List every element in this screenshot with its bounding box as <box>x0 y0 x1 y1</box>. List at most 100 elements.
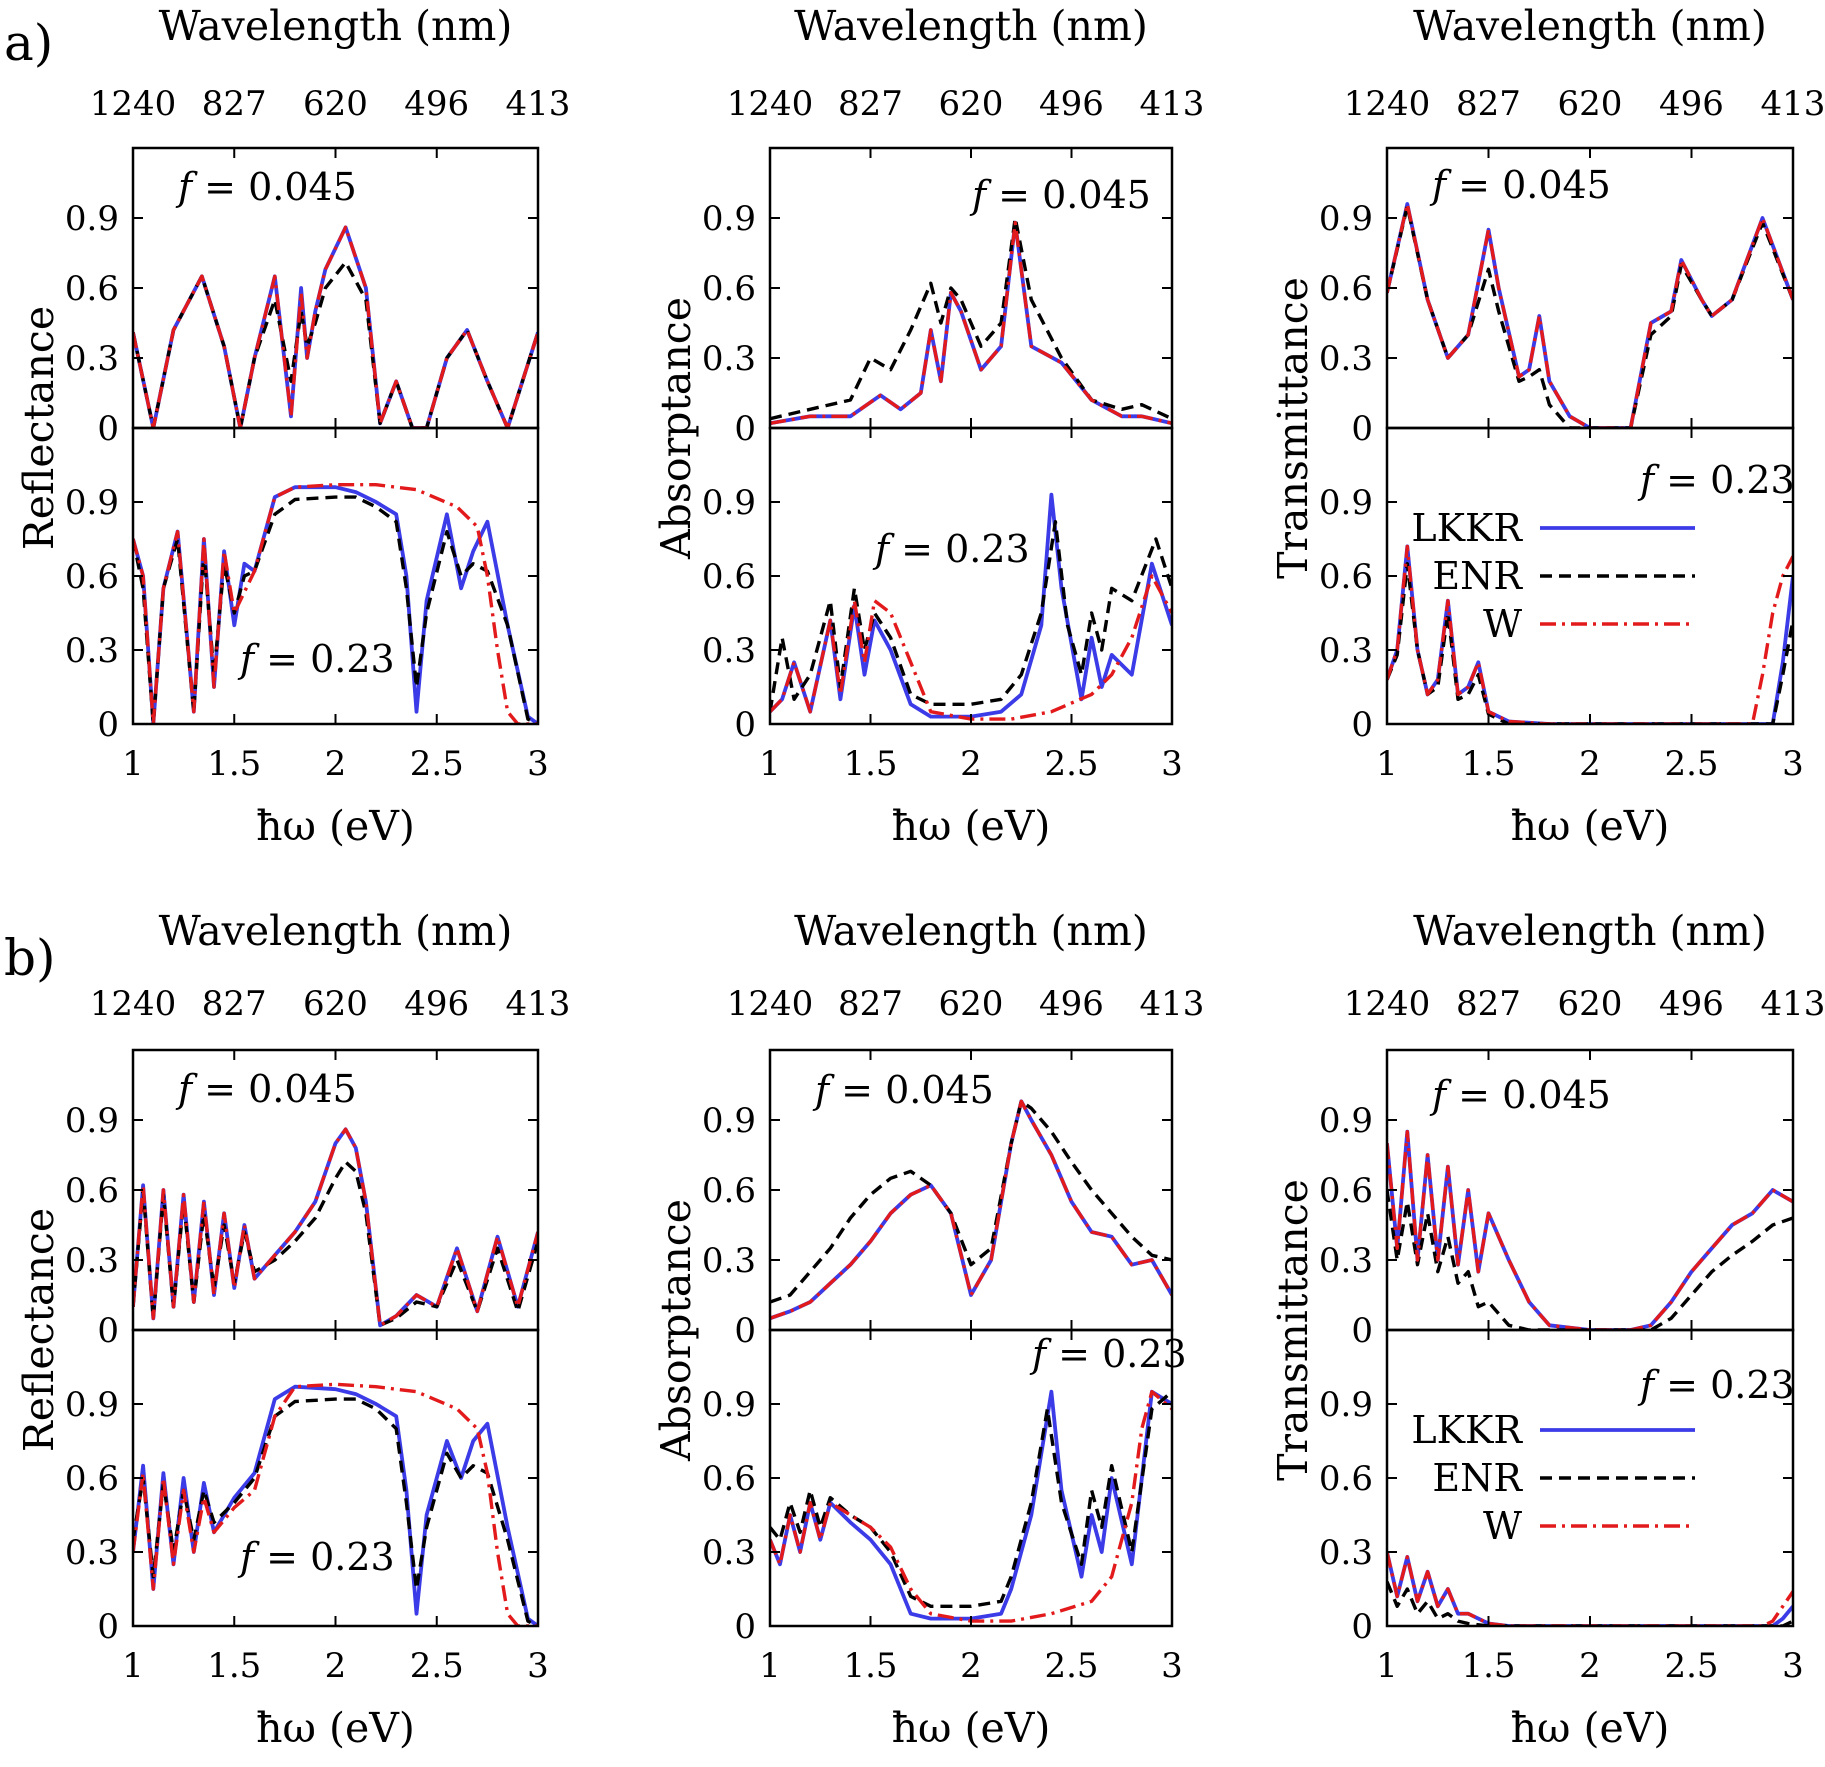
panel-a-absorptance-lower-line-enr <box>770 520 1172 712</box>
panel-b-absorptance-f-lower-label: f = 0.23 <box>1029 1332 1187 1376</box>
panel-a-reflectance-upper-line-w <box>133 225 538 428</box>
panel-b-transmittance-y-axis-title: Transmittance <box>1269 1179 1317 1481</box>
panel-b-absorptance-upper-ytick-label: 0.3 <box>702 1241 756 1281</box>
panel-b-transmittance-xtick-label: 1.5 <box>1461 1646 1515 1686</box>
panel-a-transmittance-wavelength-tick-label: 620 <box>1558 84 1623 124</box>
panel-a-reflectance-lower-ytick-label: 0.3 <box>65 631 119 671</box>
panel-a-transmittance-lower-ytick-label: 0 <box>1351 705 1373 745</box>
panel-b-absorptance-y-axis-title: Absorptance <box>652 1199 700 1462</box>
panel-b-reflectance-upper-line-w <box>133 1127 538 1328</box>
panel-b-absorptance-lower-ytick-label: 0.6 <box>702 1459 756 1499</box>
panel-a-reflectance-xtick-label: 3 <box>527 744 549 784</box>
panel-b-reflectance-wavelength-tick-label: 620 <box>303 984 368 1024</box>
panel-b-absorptance-wavelength-title: Wavelength (nm) <box>794 907 1148 955</box>
panel-b-transmittance-lower-frame <box>1385 1328 1795 1628</box>
panel-b-reflectance-lower-line-w <box>133 1382 538 1626</box>
panel-b-absorptance: 0 0.3 0.6 0.9 0 0.3 0.6 0.9 1 1.5 2 2.5 3 ħω (eV) 1240… <box>652 907 1204 1752</box>
panel-a-reflectance-upper-ytick-label: 0.6 <box>65 269 119 309</box>
panel-b-transmittance-lower-ytick-label: 0 <box>1351 1607 1373 1647</box>
panel-a-absorptance-lower-ytick-label: 0.6 <box>702 557 756 597</box>
panel-a-transmittance-lower-series-group <box>1387 544 1793 724</box>
panel-b-reflectance-upper-ytick-label: 0.9 <box>65 1101 119 1141</box>
panel-b-reflectance-wavelength-tick-label: 496 <box>404 984 469 1024</box>
panel-a-reflectance-wavelength-tick-label: 496 <box>404 84 469 124</box>
panel-b-transmittance-wavelength-tick-label: 620 <box>1558 984 1623 1024</box>
panel-a-reflectance-lower-line-w <box>133 483 538 724</box>
panel-b-reflectance-f-lower-label: f = 0.23 <box>237 1535 395 1579</box>
panel-b-transmittance-xtick-label: 2 <box>1579 1646 1601 1686</box>
panel-b-reflectance-xtick-label: 2 <box>325 1646 347 1686</box>
panel-a-absorptance-f-upper-label: f = 0.045 <box>969 173 1151 217</box>
panel-b-transmittance-lower-line-w <box>1387 1551 1793 1626</box>
panel-b-absorptance-f-upper-label: f = 0.045 <box>812 1068 994 1112</box>
panel-b-transmittance-wavelength-tick-label: 413 <box>1761 984 1825 1024</box>
panel-a-transmittance-f-lower-label: f = 0.23 <box>1637 458 1795 502</box>
panel-b-absorptance-xtick-label: 3 <box>1161 1646 1183 1686</box>
panel-a-reflectance-lower-ytick-label: 0 <box>97 705 119 745</box>
panel-a-transmittance-lower-ytick-label: 0.3 <box>1319 631 1373 671</box>
panel-a-reflectance-y-axis-title: Reflectance <box>15 306 63 550</box>
panel-a-reflectance-wavelength-title: Wavelength (nm) <box>159 2 513 50</box>
panel-a-transmittance-upper-line-lkkr <box>1387 202 1793 428</box>
panel-b-transmittance-upper-line-w <box>1387 1129 1793 1330</box>
panel-b-absorptance-lower-ytick-label: 0.3 <box>702 1533 756 1573</box>
panel-a-transmittance-y-axis-title: Transmittance <box>1269 277 1317 579</box>
panel-a-transmittance-xtick-label: 2 <box>1579 744 1601 784</box>
panel-b-transmittance-upper-ytick-label: 0.6 <box>1319 1171 1373 1211</box>
panel-a-reflectance-xtick-label: 2.5 <box>410 744 464 784</box>
panel-a-absorptance-upper-ytick-label: 0.3 <box>702 339 756 379</box>
panel-a-absorptance-y-axis-title: Absorptance <box>652 297 700 560</box>
panel-a-transmittance-f-upper-label: f = 0.045 <box>1429 163 1611 207</box>
panel-b-absorptance-upper-line-enr <box>770 1099 1172 1304</box>
panel-b-reflectance-wavelength-title: Wavelength (nm) <box>159 907 513 955</box>
panel-a-absorptance-f-lower-label: f = 0.23 <box>872 527 1030 571</box>
panel-b-transmittance-f-lower-label: f = 0.23 <box>1637 1363 1795 1407</box>
panel-a-transmittance-upper-line-w <box>1387 202 1793 428</box>
panel-a-absorptance-wavelength-tick-label: 496 <box>1039 84 1104 124</box>
panel-a-transmittance-legend-label-w: W <box>1483 602 1522 646</box>
panel-a-reflectance-lower-frame <box>131 426 540 726</box>
panel-a-transmittance-upper-ytick-label: 0 <box>1351 409 1373 449</box>
panel-a-reflectance-lower-ytick-label: 0.6 <box>65 557 119 597</box>
panel-a-transmittance-x-axis-title: ħω (eV) <box>1511 802 1670 850</box>
panel-b-transmittance: 0 0.3 0.6 0.9 0 0.3 0.6 0.9 1 1.5 2 2.5 3 ħω (eV) 1240… <box>1269 907 1825 1752</box>
panel-a-transmittance-legend-label-lkkr: LKKR <box>1411 506 1523 550</box>
panel-a-absorptance: 0 0.3 0.6 0.9 0 0.3 0.6 0.9 1 1.5 2 2.5 3 ħω (eV) 1240… <box>652 2 1204 850</box>
panel-a-absorptance-upper-line-enr <box>770 216 1172 421</box>
panel-b-absorptance-upper-line-lkkr <box>770 1099 1172 1321</box>
panel-b-absorptance-lower-ytick-label: 0 <box>734 1607 756 1647</box>
panel-a-reflectance-lower-ytick-label: 0.9 <box>65 483 119 523</box>
panel-a-transmittance-lower-ytick-label: 0.6 <box>1319 557 1373 597</box>
panel-a-reflectance-upper-ytick-label: 0 <box>97 409 119 449</box>
panel-b-reflectance-lower-ytick-label: 0.3 <box>65 1533 119 1573</box>
panel-b-transmittance-wavelength-tick-label: 1240 <box>1344 984 1431 1024</box>
panel-a-reflectance-upper-ytick-label: 0.9 <box>65 199 119 239</box>
panel-b-reflectance-upper-series-group <box>133 1127 538 1328</box>
panel-b-transmittance-upper-ytick-label: 0.9 <box>1319 1101 1373 1141</box>
plot-area: 0 0.3 0.6 0.9 0 0.3 0.6 0.9 1 1.5 2 2.5 3 ħω (eV) 1240… <box>15 2 1825 1752</box>
panel-a-reflectance-f-lower-label: f = 0.23 <box>237 637 395 681</box>
panel-a-absorptance-xtick-label: 1 <box>759 744 781 784</box>
panel-b-reflectance-lower-frame <box>131 1328 540 1628</box>
panel-b-absorptance-lower-frame <box>768 1328 1174 1628</box>
panel-a-transmittance-wavelength-title: Wavelength (nm) <box>1413 2 1767 50</box>
panel-b-reflectance-lower-ytick-label: 0.6 <box>65 1459 119 1499</box>
panel-b-reflectance-lower-line-lkkr <box>133 1384 538 1626</box>
panel-a-reflectance-xtick-label: 1.5 <box>207 744 261 784</box>
panel-b-transmittance-upper-series-group <box>1387 1129 1793 1330</box>
panel-a-transmittance-upper-ytick-label: 0.3 <box>1319 339 1373 379</box>
panel-a-absorptance-lower-frame <box>768 426 1174 726</box>
panel-b-absorptance-x-axis-title: ħω (eV) <box>892 1704 1051 1752</box>
panel-b-transmittance-lower-series-group <box>1387 1551 1793 1626</box>
panel-b-transmittance-lower-ytick-label: 0.3 <box>1319 1533 1373 1573</box>
panel-a-absorptance-upper-series-group <box>770 216 1172 426</box>
panel-a-reflectance-wavelength-tick-label: 1240 <box>90 84 177 124</box>
panel-b-transmittance-lower-ytick-label: 0.9 <box>1319 1385 1373 1425</box>
panel-a-absorptance-wavelength-tick-label: 413 <box>1140 84 1205 124</box>
panel-b-transmittance-upper-ytick-label: 0 <box>1351 1311 1373 1351</box>
panel-b-transmittance-lower-line-enr <box>1387 1580 1793 1626</box>
panel-a-absorptance-upper-ytick-label: 0.6 <box>702 269 756 309</box>
panel-a-reflectance-wavelength-tick-label: 827 <box>202 84 267 124</box>
panel-b-absorptance-xtick-label: 1.5 <box>843 1646 897 1686</box>
panel-a-transmittance-xtick-label: 1 <box>1376 744 1398 784</box>
